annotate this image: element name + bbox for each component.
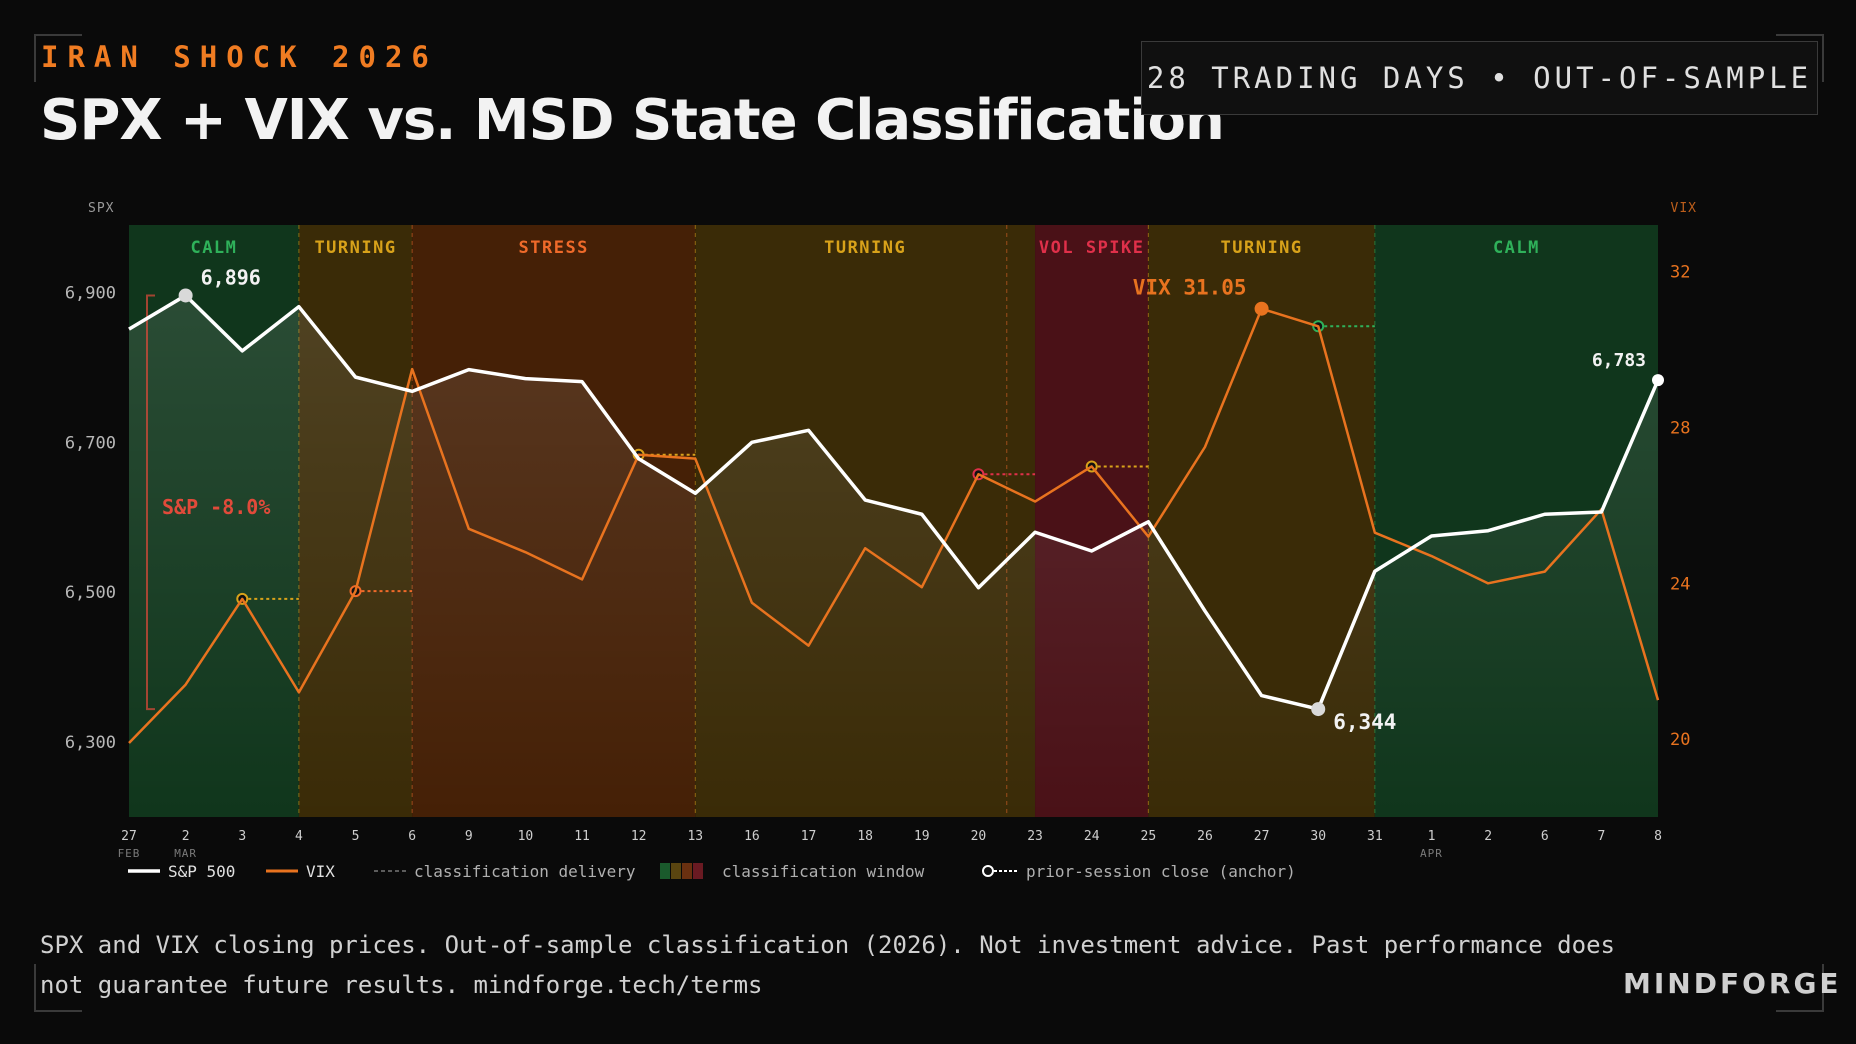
brand-logo: MINDFORGE	[1623, 967, 1842, 1000]
x-tick-label: 9	[465, 829, 473, 844]
chart-eyebrow: IRAN SHOCK 2026	[41, 40, 438, 74]
drawdown-bracket	[146, 294, 155, 711]
x-tick-label: 20	[971, 829, 987, 844]
left-tick-label: 6,900	[65, 283, 116, 303]
corner-bottom-left	[34, 964, 82, 1012]
legend-window-swatch	[693, 863, 703, 879]
right-tick-label: 28	[1670, 419, 1690, 439]
x-tick-label: 27	[1254, 829, 1270, 844]
x-tick-label: 19	[914, 829, 930, 844]
month-label: MAR	[174, 847, 197, 860]
x-tick-label: 3	[238, 829, 246, 844]
chart-svg: CALM TURNING STRESS TURNING VOL SPIKE TURNING…	[65, 201, 1697, 881]
vix-peak-label: VIX 31.05	[1133, 276, 1247, 300]
x-tick-label: 26	[1197, 829, 1213, 844]
x-tick-label: 12	[631, 829, 647, 844]
footnote-line-1: SPX and VIX closing prices. Out-of-sampl…	[40, 931, 1615, 959]
x-tick-label: 1	[1428, 829, 1436, 844]
sample-badge: 28 TRADING DAYS • OUT-OF-SAMPLE	[1141, 41, 1818, 115]
x-tick-label: 5	[352, 829, 360, 844]
legend-window-swatch	[660, 863, 670, 879]
legend-window-swatch	[682, 863, 692, 879]
right-axis-title: VIX	[1671, 201, 1697, 216]
right-tick-label: 24	[1670, 574, 1690, 594]
chart-title: SPX + VIX vs. MSD State Classification	[40, 88, 1225, 153]
vix-series-line	[128, 307, 1660, 744]
legend-spx-label: S&P 500	[168, 862, 235, 881]
footnote-line-2: not guarantee future results. mindforge.…	[40, 971, 763, 999]
regime-label-stress: STRESS	[519, 238, 589, 258]
regime-label-turning: TURNING	[824, 238, 906, 258]
legend-anchor-label: prior-session close (anchor)	[1026, 862, 1296, 881]
drawdown-label: S&P -8.0%	[162, 495, 270, 519]
corner-top-left	[34, 34, 82, 82]
legend-vix-label: VIX	[306, 862, 335, 881]
spx-last-marker	[1652, 374, 1664, 387]
x-tick-label: 25	[1141, 829, 1157, 844]
spx-last-label: 6,783	[1592, 350, 1646, 371]
legend-anchor-marker	[982, 865, 994, 877]
regime-label-vol_spike: VOL SPIKE	[1039, 238, 1145, 258]
x-tick-label: 2	[182, 829, 190, 844]
vix-peak-marker	[1254, 301, 1269, 316]
legend-window-swatch	[671, 863, 681, 879]
corner-bottom-right	[1776, 964, 1824, 1012]
legend-window-label: classification window	[722, 862, 925, 881]
x-tick-label: 16	[744, 829, 760, 844]
left-tick-label: 6,300	[65, 733, 116, 753]
regime-label-calm: CALM	[1493, 238, 1540, 258]
footnote: SPX and VIX closing prices. Out-of-sampl…	[40, 925, 1640, 1005]
corner-top-right	[1776, 34, 1824, 82]
x-tick-label: 24	[1084, 829, 1100, 844]
x-tick-label: 27	[121, 829, 137, 844]
x-tick-label: 2	[1484, 829, 1492, 844]
right-tick-label: 32	[1670, 263, 1690, 283]
x-tick-label: 6	[1541, 829, 1549, 844]
regime-label-turning: TURNING	[314, 238, 396, 258]
legend-delivery-label: classification delivery	[414, 862, 636, 881]
month-label: FEB	[118, 847, 141, 860]
x-tick-label: 8	[1654, 829, 1662, 844]
x-tick-label: 10	[518, 829, 534, 844]
right-tick-label: 20	[1670, 730, 1690, 750]
month-label: APR	[1420, 847, 1443, 860]
x-tick-label: 31	[1367, 829, 1383, 844]
x-tick-label: 4	[295, 829, 303, 844]
x-tick-label: 18	[857, 829, 873, 844]
left-tick-label: 6,500	[65, 583, 116, 603]
x-tick-label: 13	[687, 829, 703, 844]
regime-label-calm: CALM	[190, 238, 237, 258]
x-tick-label: 30	[1310, 829, 1326, 844]
spx-low-label: 6,344	[1333, 710, 1396, 734]
spx-area	[129, 295, 1658, 817]
spx-high-marker	[178, 288, 193, 303]
x-tick-label: 6	[408, 829, 416, 844]
spx-low-marker	[1311, 702, 1326, 717]
spx-high-label: 6,896	[201, 265, 261, 289]
regime-label-turning: TURNING	[1221, 238, 1303, 258]
left-axis-title: SPX	[88, 201, 114, 216]
x-tick-label: 7	[1597, 829, 1605, 844]
x-tick-label: 23	[1027, 829, 1043, 844]
x-tick-label: 17	[801, 829, 817, 844]
x-tick-label: 11	[574, 829, 590, 844]
spx-series-line	[128, 293, 1660, 711]
left-tick-label: 6,700	[65, 433, 116, 453]
